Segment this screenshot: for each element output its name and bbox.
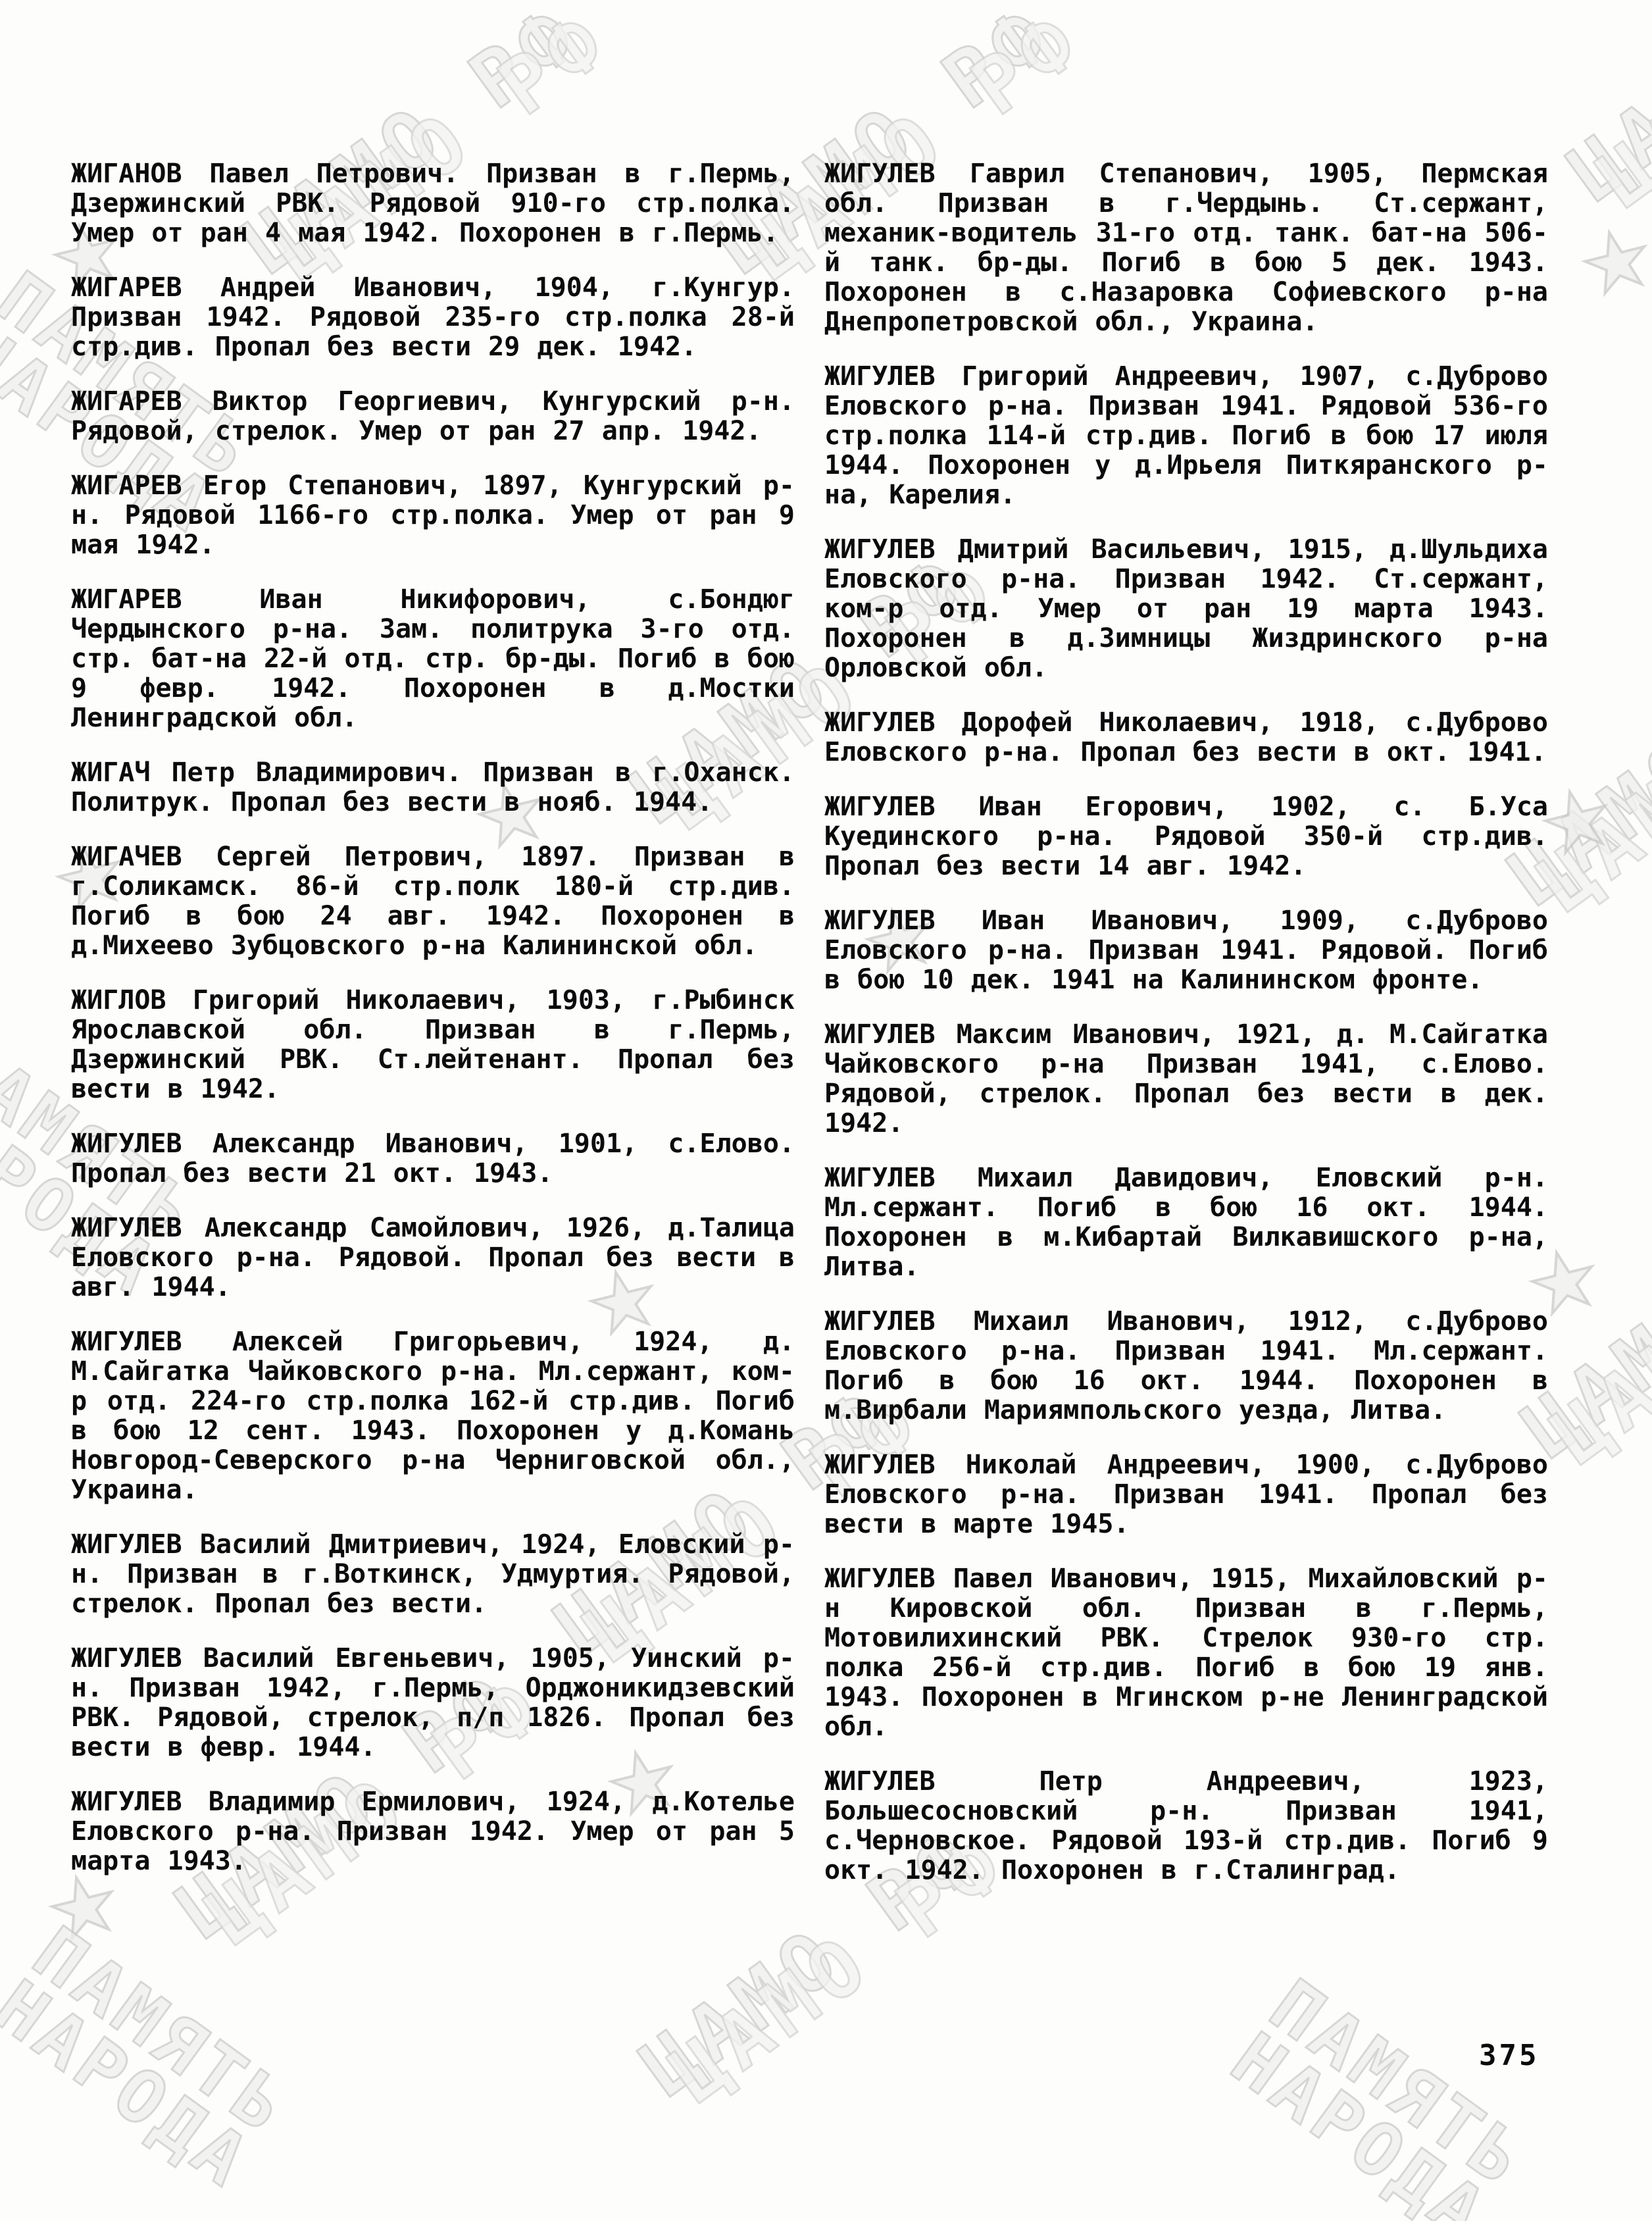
memorial-entry: ЖИГУЛЕВ Николай Андреевич, 1900, с.Дубро…	[824, 1450, 1548, 1539]
memorial-entry: ЖИГАРЕВ Андрей Иванович, 1904, г.Кунгур.…	[71, 272, 795, 362]
memorial-entry: ЖИГАРЕВ Егор Степанович, 1897, Кунгурски…	[71, 471, 795, 560]
memorial-entry: ЖИГАРЕВ Виктор Георгиевич, Кунгурский р-…	[71, 386, 795, 446]
archive-watermark-text: ЦАМО РФ	[1581, 0, 1652, 226]
memory-watermark-text: ПАМЯТЬ	[17, 1910, 306, 2152]
memorial-entry: ЖИГУЛЕВ Григорий Андреевич, 1907, с.Дубр…	[824, 361, 1548, 510]
memorial-entry: ЖИГУЛЕВ Михаил Иванович, 1912, с.Дуброво…	[824, 1306, 1548, 1425]
memorial-entry: ЖИГУЛЕВ Максим Иванович, 1921, д. М.Сайг…	[824, 1019, 1548, 1138]
memorial-entry: ЖИГУЛЕВ Михаил Давидович, Еловский р-н. …	[824, 1163, 1548, 1282]
memorial-entry: ЖИГУЛЕВ Алексей Григорьевич, 1924, д. М.…	[71, 1327, 795, 1505]
memory-watermark-text: НАРОДА	[0, 1963, 267, 2205]
memorial-entry: ЖИГУЛЕВ Владимир Ермилович, 1924, д.Коте…	[71, 1787, 795, 1876]
memorial-entry: ЖИГУЛЕВ Александр Самойлович, 1926, д.Та…	[71, 1213, 795, 1302]
archive-watermark-text: ЦАМО РФ	[1535, 1177, 1652, 1483]
star-watermark-icon: ★	[1564, 180, 1652, 325]
memory-watermark-text: НАРОДА	[1216, 2016, 1505, 2221]
right-column: ЖИГУЛЕВ Гаврил Степанович, 1905, Пермска…	[824, 159, 1548, 1910]
memorial-entry: ЖИГУЛЕВ Иван Иванович, 1909, с.Дуброво Е…	[824, 906, 1548, 995]
page-number: 375	[1479, 2039, 1539, 2072]
memorial-entry: ЖИГУЛЕВ Гаврил Степанович, 1905, Пермска…	[824, 159, 1548, 337]
memorial-entry: ЖИГУЛЕВ Василий Евгеньевич, 1905, Уински…	[71, 1643, 795, 1762]
memorial-entry: ЖИГАРЕВ Иван Никифорович, с.Бондюг Черды…	[71, 584, 795, 733]
memory-watermark: ПАМЯТЬ НАРОДА	[1216, 1962, 1543, 2221]
memorial-entry: ЖИГУЛЕВ Павел Иванович, 1915, Михайловск…	[824, 1564, 1548, 1742]
memorial-entry: ЖИГУЛЕВ Александр Иванович, 1901, с.Елов…	[71, 1129, 795, 1188]
memorial-entry: ЖИГЛОВ Григорий Николаевич, 1903, г.Рыби…	[71, 985, 795, 1104]
left-column: ЖИГАНОВ Павел Петрович. Призван в г.Перм…	[71, 159, 795, 1901]
memorial-entry: ЖИГУЛЕВ Василий Дмитриевич, 1924, Еловск…	[71, 1529, 795, 1619]
archive-watermark-text: ЦАМО РФ	[1552, 0, 1652, 219]
memorial-entry: ЖИГАЧ Петр Владимирович. Призван в г.Оха…	[71, 757, 795, 817]
memorial-entry: ЖИГУЛЕВ Иван Егорович, 1902, с. Б.Уса Ку…	[824, 792, 1548, 881]
memorial-entry: ЖИГУЛЕВ Дмитрий Васильевич, 1915, д.Шуль…	[824, 534, 1548, 683]
memorial-entry: ЖИГАЧЕВ Сергей Петрович, 1897. Призван в…	[71, 842, 795, 961]
memorial-entry: ЖИГАНОВ Павел Петрович. Призван в г.Перм…	[71, 159, 795, 248]
memorial-entry: ЖИГУЛЕВ Дорофей Николаевич, 1918, с.Дубр…	[824, 707, 1548, 767]
memory-watermark-text: ПАМЯТЬ	[1254, 1962, 1543, 2205]
memorial-entry: ЖИГУЛЕВ Петр Андреевич, 1923, Большесосн…	[824, 1766, 1548, 1885]
memory-watermark: ПАМЯТЬ НАРОДА	[0, 1910, 306, 2205]
